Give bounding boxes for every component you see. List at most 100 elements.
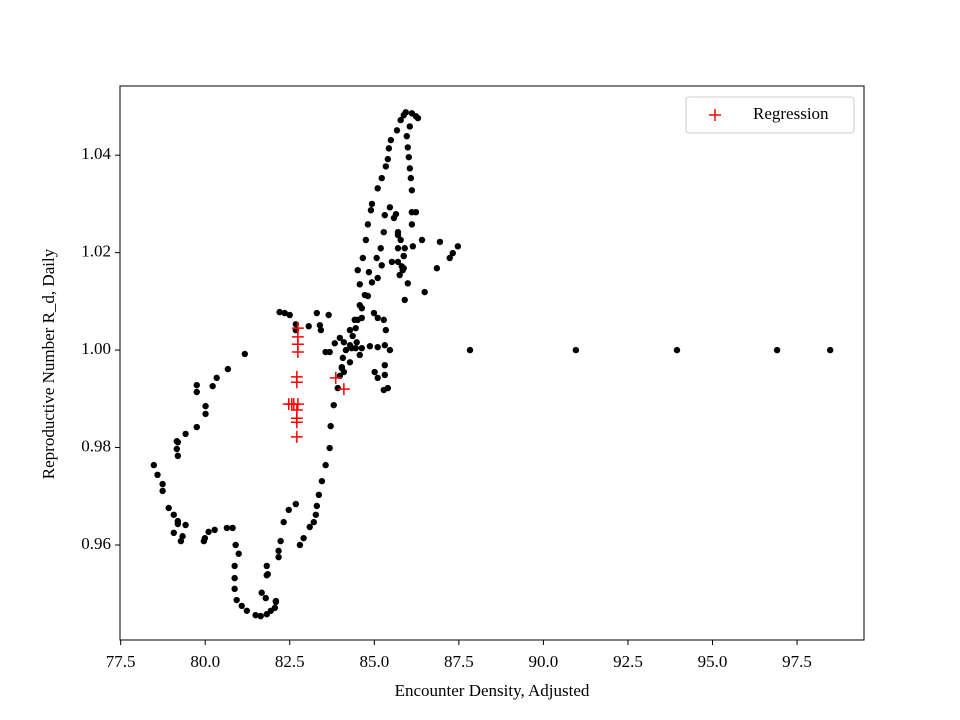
- dot-marker: [258, 589, 265, 596]
- dot-marker: [374, 185, 381, 192]
- legend-label: Regression: [753, 104, 829, 123]
- dot-marker: [177, 537, 185, 545]
- dot-marker: [305, 323, 312, 330]
- x-axis-label: Encounter Density, Adjusted: [395, 681, 590, 700]
- plot-frame: [119, 85, 865, 641]
- dot-marker: [223, 524, 231, 532]
- dot-marker: [418, 236, 426, 244]
- dot-marker: [271, 604, 279, 612]
- dot-marker: [378, 174, 385, 182]
- dot-marker: [366, 342, 374, 350]
- dot-marker: [404, 280, 411, 287]
- dot-marker: [358, 344, 365, 352]
- dot-marker: [330, 401, 337, 409]
- dot-marker: [378, 262, 385, 269]
- dot-marker: [388, 258, 396, 266]
- dot-marker: [401, 245, 408, 252]
- dot-marker: [349, 332, 356, 340]
- dot-marker: [300, 534, 307, 542]
- dot-marker: [364, 221, 372, 228]
- dot-marker: [454, 243, 462, 250]
- dot-marker: [316, 322, 324, 329]
- dot-marker: [367, 207, 375, 214]
- dot-marker: [277, 537, 284, 545]
- dot-marker: [327, 422, 334, 430]
- dot-marker: [252, 611, 259, 619]
- dot-marker: [339, 354, 347, 362]
- dot-marker: [275, 547, 282, 555]
- dot-marker: [353, 339, 360, 346]
- dot-marker: [381, 371, 388, 379]
- dot-marker: [263, 562, 270, 570]
- dot-marker: [235, 550, 242, 557]
- dot-marker: [449, 249, 456, 257]
- dot-marker: [154, 471, 161, 479]
- dot-marker: [331, 340, 338, 347]
- dot-marker: [361, 291, 369, 299]
- dot-marker: [262, 594, 269, 602]
- dot-marker: [285, 506, 292, 514]
- dot-marker: [368, 200, 376, 208]
- dot-marker: [233, 596, 240, 604]
- dot-marker: [392, 210, 400, 218]
- dot-marker: [381, 342, 388, 349]
- dot-marker: [409, 243, 417, 250]
- legend-marker: [709, 109, 721, 121]
- dot-marker: [397, 236, 404, 244]
- dot-marker: [296, 541, 304, 549]
- dot-marker: [292, 500, 300, 508]
- dot-marker: [193, 423, 200, 431]
- dot-marker: [165, 504, 172, 512]
- dot-marker: [406, 165, 414, 172]
- plus-marker: [290, 416, 303, 429]
- dot-marker: [381, 211, 388, 219]
- dot-marker: [394, 231, 402, 239]
- dot-marker: [200, 537, 208, 545]
- dot-marker: [396, 271, 403, 279]
- dot-marker: [386, 204, 394, 211]
- plus-marker: [337, 383, 350, 396]
- dot-marker: [272, 598, 280, 606]
- y-tick-label: 1.04: [81, 144, 111, 163]
- x-tick-label: 77.5: [106, 652, 136, 671]
- dot-marker: [380, 386, 387, 394]
- dot-marker: [231, 585, 238, 593]
- dot-marker: [386, 346, 394, 354]
- dot-marker: [358, 314, 365, 322]
- dot-marker: [275, 553, 282, 561]
- dot-marker: [209, 382, 216, 390]
- dot-marker: [224, 365, 232, 373]
- dot-marker: [322, 348, 329, 356]
- dot-marker: [313, 309, 321, 317]
- dot-marker: [313, 502, 321, 510]
- dot-marker: [401, 296, 408, 304]
- dot-marker: [232, 541, 239, 549]
- dot-marker: [371, 368, 378, 376]
- dot-marker: [436, 238, 444, 246]
- dot-marker: [317, 326, 325, 334]
- dot-marker: [354, 266, 361, 274]
- dot-marker: [351, 316, 358, 324]
- legend-box: [685, 96, 855, 134]
- dot-marker: [421, 288, 428, 296]
- dot-marker: [408, 221, 416, 228]
- dot-marker: [446, 254, 453, 262]
- dot-marker: [202, 402, 209, 410]
- dot-marker: [238, 602, 245, 610]
- dot-marker: [356, 281, 363, 288]
- dot-marker: [380, 228, 387, 236]
- dot-marker: [362, 236, 370, 244]
- plot-area: [150, 109, 834, 620]
- dot-marker: [322, 461, 329, 469]
- dot-marker: [340, 339, 348, 346]
- dot-marker: [403, 132, 410, 140]
- dot-marker: [205, 528, 212, 536]
- dot-marker: [170, 529, 177, 537]
- y-tick-label: 0.96: [81, 534, 111, 553]
- dot-marker: [202, 410, 209, 418]
- dot-marker: [380, 316, 387, 324]
- dot-marker: [326, 444, 333, 452]
- plus-marker: [329, 371, 342, 384]
- dot-marker: [342, 346, 350, 354]
- dot-marker: [174, 452, 182, 460]
